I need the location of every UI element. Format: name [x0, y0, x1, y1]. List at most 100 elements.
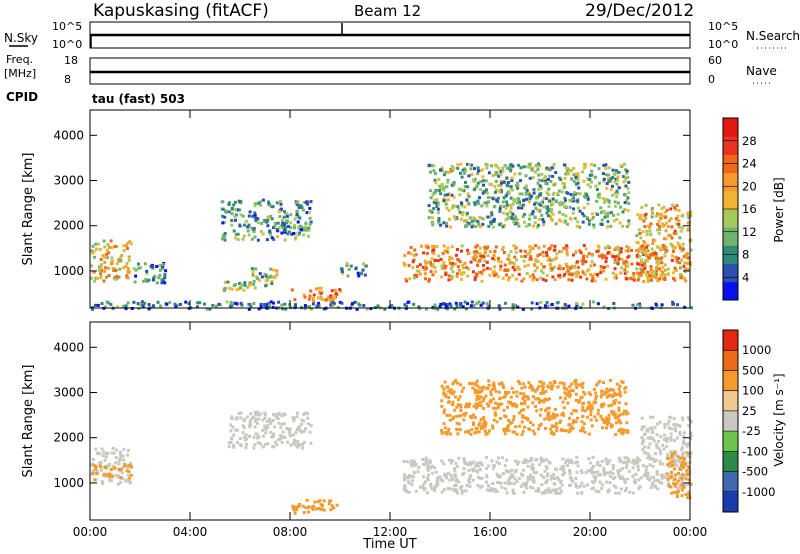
data-cell	[533, 269, 537, 273]
data-cell	[638, 232, 642, 235]
data-cell	[300, 225, 304, 229]
data-cell	[174, 305, 178, 309]
data-cell	[257, 278, 261, 282]
data-cell	[507, 253, 511, 257]
data-cell	[619, 205, 623, 209]
data-cell	[625, 261, 629, 265]
data-cell	[614, 421, 618, 425]
data-cell	[686, 261, 690, 265]
data-cell	[300, 206, 304, 209]
data-cell	[594, 401, 598, 405]
data-cell	[120, 471, 124, 475]
data-cell	[492, 381, 496, 385]
data-cell	[534, 244, 538, 248]
data-cell	[645, 233, 649, 237]
data-cell	[283, 412, 287, 416]
data-cell	[341, 271, 345, 275]
data-cell	[673, 206, 677, 209]
data-cell	[315, 304, 319, 308]
data-cell	[472, 216, 476, 220]
data-cell	[544, 390, 548, 393]
data-cell	[549, 215, 553, 219]
data-cell	[466, 302, 469, 306]
data-cell	[653, 239, 657, 242]
data-cell	[195, 305, 199, 309]
data-cell	[499, 172, 503, 176]
data-cell	[445, 307, 449, 311]
data-cell	[443, 431, 447, 434]
data-cell	[564, 198, 567, 202]
data-cell	[681, 416, 684, 420]
data-cell	[376, 304, 380, 308]
data-cell	[586, 415, 589, 419]
data-cell	[234, 233, 238, 236]
data-cell	[555, 426, 559, 430]
data-cell	[532, 275, 536, 279]
data-cell	[270, 435, 274, 439]
data-cell	[127, 470, 131, 474]
data-cell	[455, 304, 459, 308]
data-cell	[623, 460, 627, 464]
data-cell	[653, 270, 657, 274]
data-cell	[557, 477, 560, 481]
data-cell	[553, 257, 557, 261]
data-cell	[617, 252, 621, 256]
data-cell	[617, 170, 621, 174]
data-cell	[107, 246, 111, 249]
data-cell	[607, 200, 611, 204]
data-cell	[518, 200, 521, 204]
data-cell	[568, 198, 572, 202]
data-cell	[578, 225, 582, 229]
data-cell	[104, 252, 108, 256]
data-cell	[590, 180, 593, 184]
freq-label: Freq.	[6, 53, 33, 66]
data-cell	[514, 459, 517, 463]
data-cell	[442, 411, 446, 415]
data-cell	[621, 175, 625, 179]
data-cell	[576, 416, 579, 420]
colorbar-segment	[723, 118, 738, 137]
data-cell	[600, 268, 604, 272]
data-cell	[480, 168, 484, 172]
data-cell	[675, 436, 679, 440]
data-cell	[643, 241, 647, 245]
data-cell	[319, 295, 323, 299]
data-cell	[459, 486, 462, 490]
data-cell	[516, 222, 520, 225]
x-tick-label: 00:00	[73, 525, 108, 539]
data-cell	[244, 219, 248, 223]
colorbar-segment	[723, 390, 738, 412]
data-cell	[472, 422, 475, 426]
data-cell	[298, 428, 302, 432]
data-cell	[604, 213, 608, 216]
data-cell	[492, 205, 496, 209]
data-cell	[501, 225, 505, 229]
data-cell	[331, 303, 335, 307]
data-cell	[529, 485, 532, 489]
data-cell	[656, 487, 660, 491]
data-cell	[332, 296, 336, 300]
data-cell	[602, 163, 606, 167]
data-cell	[433, 486, 437, 489]
data-cell	[631, 466, 635, 470]
data-cell	[96, 276, 100, 280]
data-cell	[482, 183, 485, 187]
data-cell	[521, 482, 525, 486]
data-cell	[479, 485, 482, 489]
colorbar-segment	[723, 431, 738, 452]
data-cell	[511, 273, 515, 277]
data-cell	[515, 277, 518, 281]
data-cell	[597, 473, 601, 477]
data-cell	[539, 201, 543, 205]
data-cell	[581, 426, 585, 430]
data-cell	[666, 456, 670, 460]
data-cell	[568, 169, 571, 173]
data-cell	[452, 195, 456, 199]
data-cell	[432, 164, 436, 168]
data-cell	[607, 179, 611, 183]
data-cell	[484, 466, 488, 470]
data-cell	[283, 302, 287, 306]
data-cell	[283, 238, 287, 242]
data-cell	[271, 445, 275, 449]
data-cell	[509, 206, 513, 210]
